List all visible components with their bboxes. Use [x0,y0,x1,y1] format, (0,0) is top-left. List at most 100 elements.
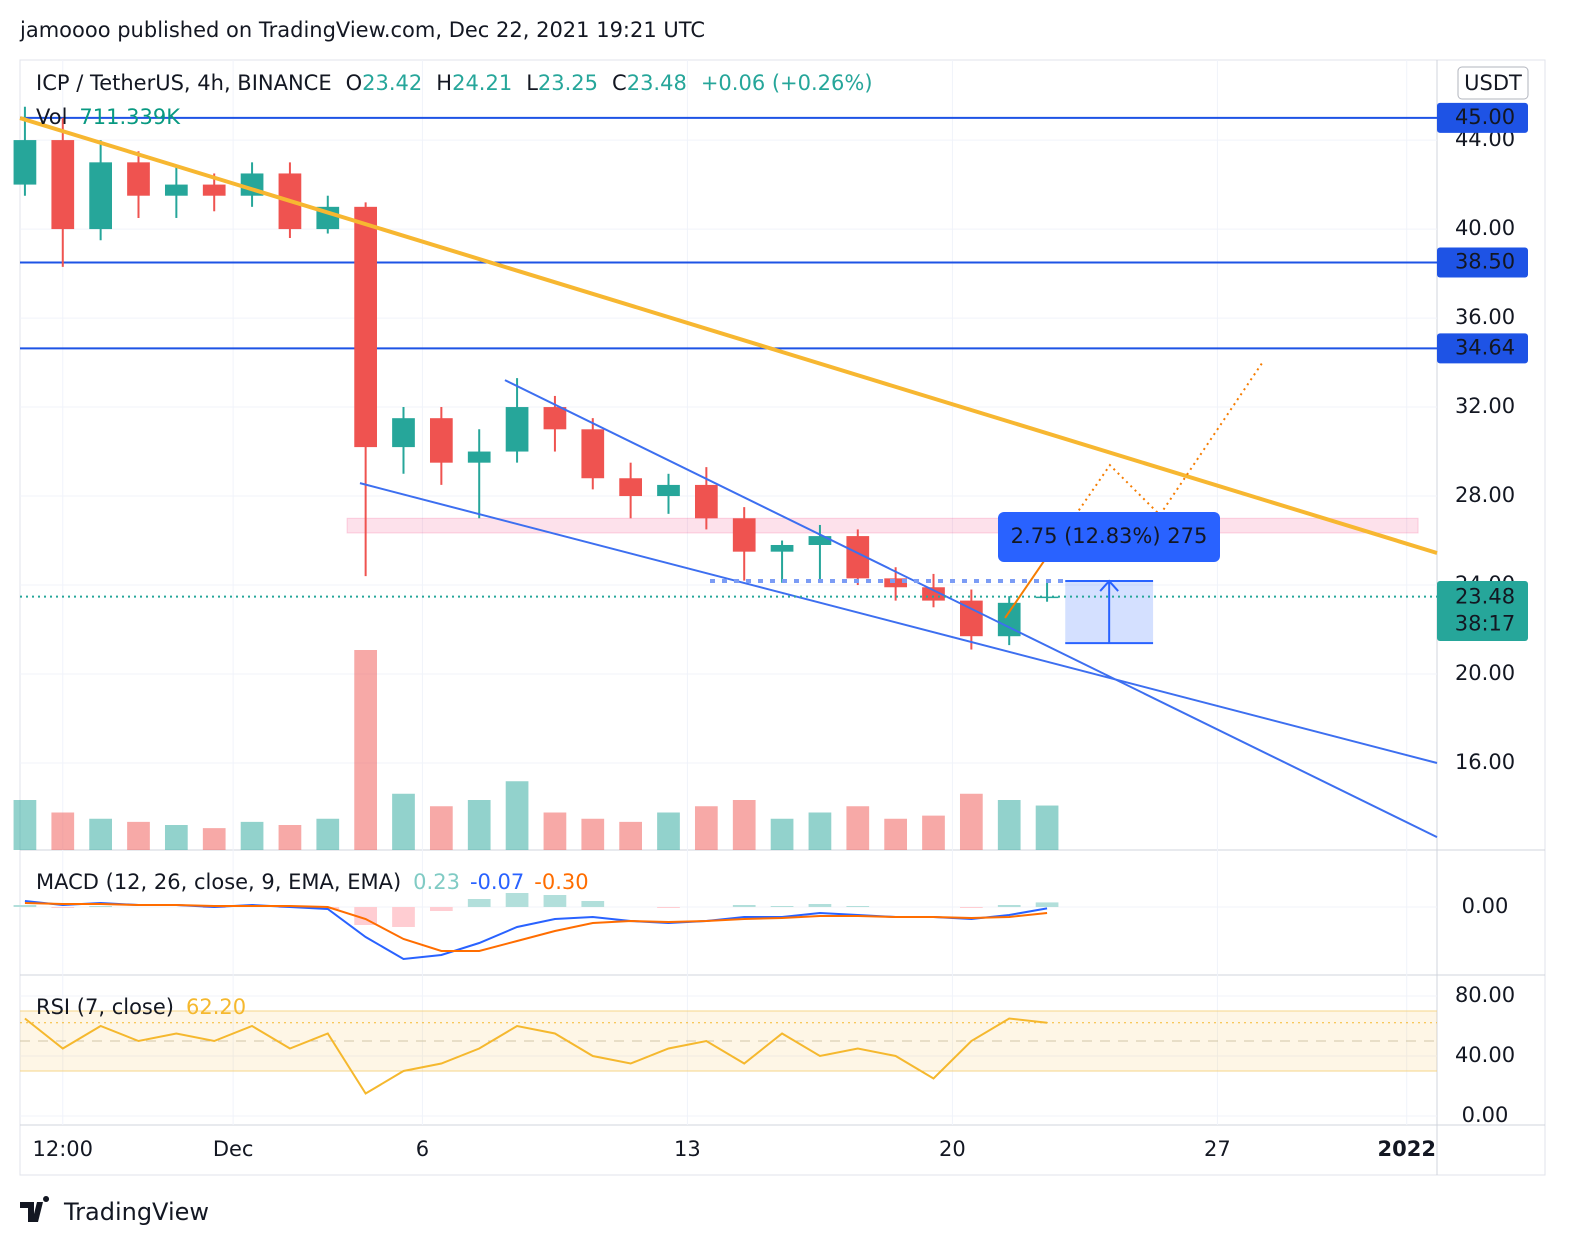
trendline [504,379,1438,838]
volume-bar [959,793,983,850]
currency-box[interactable] [1457,66,1529,100]
candle-body [392,418,415,448]
volume-bar [884,818,907,850]
volume-bar [316,818,340,850]
rsi-line [24,1017,1048,1095]
y-tick-label: 20.00 [1455,661,1515,685]
candle-body [505,407,529,452]
macd-histogram-bar [429,907,453,911]
macd-histogram-bar [959,907,983,908]
measure-arrow [1099,579,1119,644]
volume-value: 711.339K [79,105,181,129]
volume-bar [505,781,529,850]
y-tick-label: 40.00 [1455,216,1515,240]
trendline [19,116,1438,555]
brand: TradingView [63,1198,209,1226]
macd-histogram-bar [997,905,1021,907]
resistance-zone [346,517,1419,534]
candle-body [127,162,150,196]
y-tick-label: 36.00 [1455,305,1515,329]
candle-body [51,140,75,230]
candle-body [657,484,680,497]
publisher: jamoooo published on TradingView.com, De… [19,18,705,42]
macd-line [24,900,1048,961]
ohlc-letter: H [436,71,452,95]
candle-body [354,206,377,448]
x-tick-label: Dec [213,1137,254,1161]
rsi-title: RSI (7, close) [36,995,174,1019]
signal-line [24,902,1048,952]
y-tick-label: 40.00 [1455,1043,1515,1067]
candle-body [770,544,794,552]
low-value: 23.25 [538,71,598,95]
macd-histogram-bar [13,905,37,907]
volume-bar [278,825,302,850]
volume-bar [392,793,415,850]
volume-name: Vol [36,105,67,129]
macd-histogram-bar [581,901,605,907]
y-tick-label: 16.00 [1455,750,1515,774]
y-tick-label: 80.00 [1455,983,1515,1007]
y-tick-label: 28.00 [1455,483,1515,507]
macd-histogram-bar [505,893,529,907]
volume-bar [770,818,794,850]
macd-histogram-bar [657,907,680,908]
measure-label-box [998,512,1220,562]
volume-bar [581,818,605,850]
candle-body [732,518,756,552]
level-label-box [1437,247,1528,278]
macd-histogram-bar [732,905,756,907]
macd-histogram-bar [392,907,415,927]
candle-body [164,184,188,196]
macd-histogram-bar [846,906,870,907]
open-value: 23.42 [362,71,422,95]
level-label-box [1437,102,1528,133]
level-label-box [1437,333,1528,364]
rsi-legend: RSI (7, close) 62.20 [36,995,246,1019]
macd-histogram-bar [354,907,377,925]
brand-logo [20,1196,50,1222]
volume-bar [808,812,832,850]
candle-body [429,418,453,463]
macd-histogram-bar [770,906,794,907]
high-value: 24.21 [452,71,512,95]
x-tick-label: 27 [1204,1137,1231,1161]
volume-bar [127,821,150,850]
x-tick-label: 12:00 [33,1137,94,1161]
level-label: 45.00 [1455,105,1515,129]
x-tick-label: 2022 [1377,1137,1435,1161]
close-value: 23.48 [627,71,687,95]
level-label: 38.50 [1455,249,1515,273]
candle-body [884,578,907,588]
ohlc-letter: O [346,71,363,95]
current-price-box [1437,581,1528,641]
candle-body [808,536,832,545]
macd-histogram-bar [51,907,75,908]
ohlc-letter: C [612,71,627,95]
macd-legend: MACD (12, 26, close, 9, EMA, EMA) 0.23 -0.… [36,870,589,894]
macd-title: MACD (12, 26, close, 9, EMA, EMA) [36,870,401,894]
candle-body [846,536,870,579]
volume-bar [429,806,453,850]
currency: USDT [1464,71,1522,95]
candle-body [202,184,226,196]
rsi-value: 62.20 [186,995,246,1019]
candle-body [959,600,983,637]
volume-bar [89,818,112,850]
volume-bar [202,828,226,850]
volume-bar [13,800,37,850]
macd-histogram-bar [89,906,112,907]
x-tick-label: 20 [939,1137,966,1161]
volume-bar [846,806,870,850]
volume-bar [240,821,264,850]
candle-body [694,484,718,519]
measure-label: 2.75 (12.83%) 275 [1011,524,1208,548]
x-tick-label: 13 [674,1137,701,1161]
volume-bar [543,812,567,850]
y-tick-label: 0.00 [1462,1103,1509,1127]
volume-bar [164,825,188,850]
candle-body [89,162,112,230]
volume-bar [694,806,718,850]
